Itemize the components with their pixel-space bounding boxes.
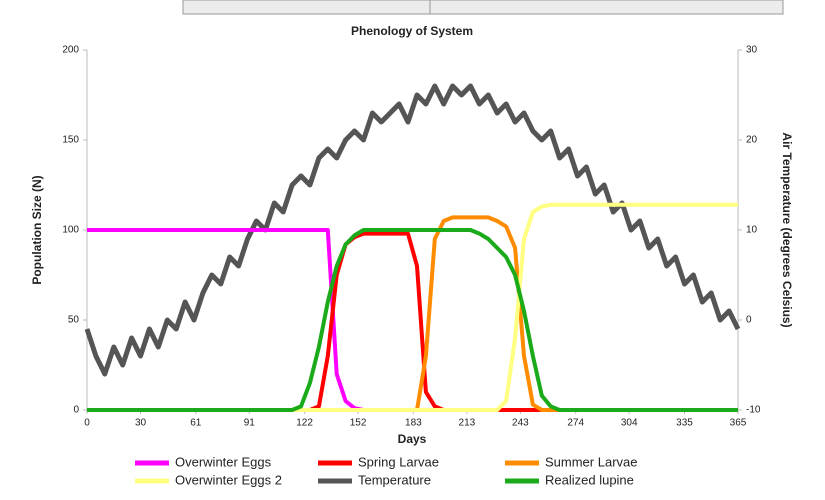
legend-text: Summer Larvae	[545, 454, 637, 469]
y-axis-title: Population Size (N)	[30, 175, 44, 284]
y2-tick-label: 30	[746, 45, 758, 56]
x-tick-label: 91	[244, 418, 256, 429]
x-tick-label: 61	[190, 418, 202, 429]
x-tick-label: 274	[567, 418, 584, 429]
y2-tick-label: 10	[746, 225, 758, 236]
header-strip	[182, 0, 784, 15]
chart-title: Phenology of System	[351, 24, 473, 38]
y-tick-label: 0	[73, 405, 79, 416]
legend-text: Spring Larvae	[358, 454, 439, 469]
x-tick-label: 152	[350, 418, 367, 429]
y-tick-label: 150	[62, 135, 79, 146]
y2-tick-label: 0	[746, 315, 752, 326]
legend-text: Overwinter Eggs	[175, 454, 272, 469]
x-tick-label: 365	[730, 418, 747, 429]
x-tick-label: 213	[459, 418, 476, 429]
legend-text: Temperature	[358, 472, 431, 487]
y2-tick-label: -10	[746, 405, 761, 416]
y2-tick-label: 20	[746, 135, 758, 146]
series-line	[87, 228, 738, 412]
x-tick-label: 243	[512, 418, 529, 429]
y2-axis-title: Air Temperature (degrees Celsius)	[780, 132, 794, 327]
series-line	[84, 83, 741, 377]
x-tick-label: 30	[135, 418, 147, 429]
legend-text: Overwinter Eggs 2	[175, 472, 282, 487]
x-tick-label: 304	[621, 418, 638, 429]
x-tick-label: 335	[676, 418, 693, 429]
series-line	[87, 231, 738, 412]
legend-text: Realized lupine	[545, 472, 634, 487]
x-tick-label: 122	[296, 418, 313, 429]
y-tick-label: 200	[62, 45, 79, 56]
y-tick-label: 100	[62, 225, 79, 236]
x-axis-title: Days	[398, 432, 427, 446]
x-tick-label: 183	[405, 418, 422, 429]
y-tick-label: 50	[68, 315, 80, 326]
x-tick-label: 0	[84, 418, 90, 429]
